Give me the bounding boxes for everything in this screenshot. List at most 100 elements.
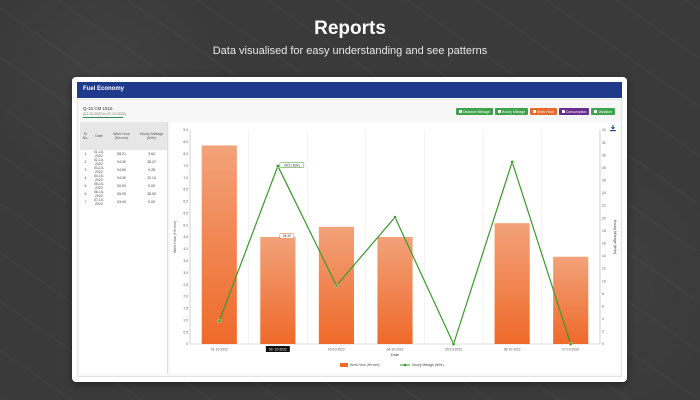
table-header-row: Sr No. Date Work Hour (Hh:mm) Hourly Mil…: [80, 122, 167, 150]
right-tick-label: 16: [602, 241, 606, 245]
x-axis-label: Date: [391, 352, 400, 357]
table-row[interactable]: 6 06-10-2022 05:05 28.92: [80, 190, 167, 198]
line-point: [217, 319, 222, 323]
column-header[interactable]: Sr No.: [80, 122, 91, 150]
x-tick-label: 03-10-2022: [328, 347, 345, 351]
table-row[interactable]: 3 03-10-2022 04:56 9.28: [80, 166, 167, 174]
column-header[interactable]: Date: [90, 122, 107, 150]
table-cell: 0.00: [148, 184, 155, 188]
toggle-work-hour[interactable]: Work Hour: [530, 108, 557, 115]
right-tick-label: 30: [602, 153, 606, 157]
legend-swatch-bar: [340, 363, 348, 367]
table-cell: 01-10-2022: [93, 150, 104, 158]
table-cell: 0.00: [148, 200, 155, 204]
left-tick-label: 1.5: [183, 307, 188, 311]
table-cell: 03:40: [117, 200, 126, 204]
checkbox-icon: [561, 110, 565, 113]
series-toggles: Distance Mileage Hourly Mileage Work Hour C…: [455, 108, 615, 115]
vehicle-id[interactable]: Q-15 CM 1516: [83, 106, 113, 111]
right-tick-label: 22: [602, 204, 606, 208]
x-tick-highlight: [265, 346, 290, 352]
right-tick-label: 10: [602, 279, 606, 283]
table-row[interactable]: 7 07-10-2022 03:40 0.00: [80, 198, 167, 206]
download-icon[interactable]: [609, 124, 617, 132]
table-cell: 6: [84, 192, 87, 196]
table-cell: 4: [84, 176, 87, 180]
table-cell: 3: [84, 168, 87, 172]
left-tick-label: 6.5: [183, 188, 188, 192]
x-tick-label: 04-10-2022: [387, 347, 404, 351]
checkbox-icon: [533, 110, 537, 113]
table-cell: 07-10-2022: [93, 198, 104, 206]
toggle-distance-mileage[interactable]: Distance Mileage: [455, 108, 493, 115]
table-row[interactable]: 1 01-10-2022 08:21 3.64: [80, 150, 167, 158]
left-tick-label: 3.0: [183, 271, 188, 275]
x-tick-label: 01-10-2022: [211, 347, 228, 351]
bar: [260, 237, 296, 344]
toggle-hourly-mileage[interactable]: Hourly Mileage: [494, 108, 529, 115]
left-tick-label: 4.5: [183, 235, 188, 239]
toggle-label: Variation: [598, 109, 612, 114]
table-cell: 2: [84, 160, 87, 164]
right-tick-label: 6: [602, 304, 604, 308]
right-tick-label: 12: [602, 267, 606, 271]
table-cell: 3.64: [148, 152, 155, 156]
report-panel: Q-15 CM 1516 (01-10-2022 to 07-10-2022) …: [77, 99, 622, 377]
data-label: 08:21 8(hr): [284, 163, 300, 167]
toggle-label: Distance Mileage: [462, 109, 490, 114]
table-cell: 28.92: [147, 192, 156, 196]
right-tick-label: 32: [602, 141, 606, 145]
table-row[interactable]: 5 05-10-2022 00:00 0.00: [80, 182, 167, 190]
app-window: Fuel Economy Q-15 CM 1516 (01-10-2022 to…: [72, 77, 627, 382]
table-row[interactable]: 2 02-10-2022 04:30 28.27: [80, 158, 167, 166]
left-tick-label: 4.0: [183, 247, 188, 251]
legend-label: Work Hour (Hh:mm): [350, 363, 379, 367]
right-tick-label: 26: [602, 179, 606, 183]
table-cell: 04:56: [117, 168, 126, 172]
left-tick-label: 1.0: [183, 318, 188, 322]
table-cell: 03-10-2022: [93, 166, 104, 174]
right-tick-label: 2: [602, 330, 604, 334]
column-header[interactable]: Work Hour (Hh:mm): [106, 122, 137, 150]
x-tick-label: 02- 10-2022: [269, 347, 287, 351]
table-cell: 08:21: [117, 152, 126, 156]
app-title: Fuel Economy: [83, 86, 125, 92]
hero-title: Reports: [314, 18, 386, 39]
hero-subtitle: Data visualised for easy understanding a…: [212, 45, 488, 57]
right-tick-label: 0: [602, 342, 604, 346]
toggle-variation[interactable]: Variation: [591, 108, 615, 115]
left-tick-label: 5.5: [183, 211, 188, 215]
left-tick-label: 2.5: [183, 283, 188, 287]
legend-swatch-point: [403, 363, 407, 367]
right-tick-label: 24: [602, 191, 606, 195]
bar: [201, 145, 237, 344]
table-cell: 04:30: [117, 176, 126, 180]
toggle-label: Consumption: [565, 109, 587, 114]
table-cell: 02-10-2022: [93, 158, 104, 166]
x-tick-label: 05-10-2022: [445, 347, 462, 351]
toggle-label: Work Hour: [537, 109, 554, 114]
left-tick-label: 8.0: [183, 152, 188, 156]
right-tick-label: 34: [602, 128, 606, 132]
table-cell: 28.27: [147, 160, 156, 164]
x-tick-label: 07-10-2022: [562, 347, 579, 351]
vehicle-tab-indicator: [83, 117, 123, 118]
bar: [553, 256, 589, 344]
vehicle-date-range: (01-10-2022 to 07-10-2022): [83, 112, 127, 116]
line-point: [334, 283, 339, 288]
right-tick-label: 20: [602, 216, 606, 220]
toggle-consumption[interactable]: Consumption: [558, 108, 590, 115]
column-header[interactable]: Hourly Mileage (ltr/hr): [136, 122, 167, 150]
table-cell: 04:30: [117, 160, 126, 164]
left-tick-label: 0: [186, 342, 188, 346]
table-cell: 05-10-2022: [93, 182, 104, 190]
data-tooltip: [279, 233, 295, 239]
table-cell: 1: [84, 152, 87, 156]
chart-svg: 0 0.5 1.0 1.5 2.0 2.5 3.0 3.5 4.0 4.5 5.0 5.5 6.0 6.5…: [173, 128, 617, 367]
table-cell: 05:05: [117, 192, 126, 196]
left-tick-label: 5.0: [183, 223, 188, 227]
table-cell: 5: [84, 184, 87, 188]
bar: [494, 223, 530, 344]
table-row[interactable]: 4 04-10-2022 04:30 20.14: [80, 174, 167, 182]
left-tick-label: 2.0: [183, 295, 188, 299]
